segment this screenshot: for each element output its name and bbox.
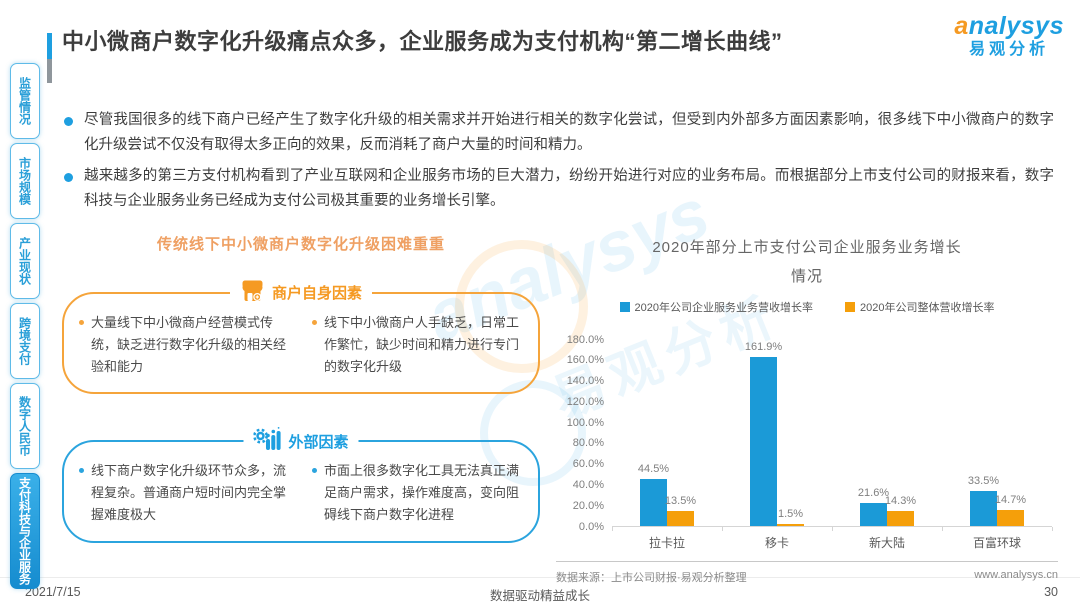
chart-source-divider bbox=[556, 560, 1058, 562]
y-axis-tick: 20.0% bbox=[572, 499, 604, 512]
sidebar-tab-3[interactable]: 产业现状 bbox=[10, 223, 40, 299]
bar-value-label: 33.5% bbox=[967, 474, 1000, 487]
chart-axis-ticks bbox=[612, 526, 1053, 531]
chart-x-labels: 拉卡拉 移卡 新大陆 百富环球 bbox=[612, 534, 1052, 551]
merchant-factor-header: 商户自身因素 bbox=[229, 279, 373, 306]
legend-swatch bbox=[619, 301, 630, 312]
footer-date: 2021/7/15 bbox=[25, 585, 81, 599]
chart-x-axis-line bbox=[612, 525, 1052, 527]
bar: 33.5% bbox=[968, 475, 999, 526]
storefront-icon bbox=[240, 279, 265, 306]
bar: 14.7% bbox=[995, 494, 1026, 526]
summary-bullet: 越来越多的第三方支付机构看到了产业互联网和企业服务市场的巨大潜力，纷纷开始进行对… bbox=[62, 164, 1054, 215]
y-axis-tick: 40.0% bbox=[572, 478, 604, 491]
bar-value-label: 44.5% bbox=[637, 463, 670, 476]
bar-group-新大陆: 21.6% 14.3% bbox=[832, 487, 942, 526]
merchant-factor-label: 商户自身因素 bbox=[271, 285, 363, 302]
y-axis-tick: 80.0% bbox=[572, 437, 604, 450]
gear-bars-icon bbox=[252, 427, 281, 455]
sidebar: 监管情况市场规模产业现状跨境支付数字人民币支付科技与企业服务 bbox=[10, 63, 40, 589]
chart-bars-area: 44.5% 13.5% 161.9% 1.5% 21.6% 14.3% 33.5% 14.7% bbox=[612, 339, 1052, 526]
x-axis-label: 百富环球 bbox=[972, 535, 1021, 550]
external-factor-items: 线下商户数字化升级环节众多，流程复杂。普通商户短时间内完全掌握难度极大 市面上很多… bbox=[78, 460, 524, 526]
external-factor-box: 外部因素 线下商户数字化升级环节众多，流程复杂。普通商户短时间内完全掌握难度极大… bbox=[62, 427, 540, 543]
factor-item: 线下中小微商户人手缺乏，日常工作繁忙，缺少时间和精力进行专门的数字化升级 bbox=[311, 312, 524, 378]
bar: 1.5% bbox=[777, 508, 804, 526]
x-axis-label: 移卡 bbox=[764, 535, 789, 550]
bar-value-label: 1.5% bbox=[777, 507, 804, 520]
factor-item: 市面上很多数字化工具无法真正满足商户需求，操作难度高，变向阻碍线下商户数字化进程 bbox=[311, 460, 524, 526]
chart-panel: 2020年部分上市支付公司企业服务业务增长情况 2020年公司企业服务业务营收增… bbox=[556, 233, 1058, 585]
y-axis-tick: 120.0% bbox=[566, 395, 604, 408]
pain-points-panel: 传统线下中小微商户数字化升级困难重重 商户自身因素 bbox=[62, 233, 540, 543]
logo-chinese-name: 易观分析 bbox=[969, 40, 1050, 58]
chart-legend: 2020年公司企业服务业务营收增长率 2020年公司整体营收增长率 bbox=[556, 299, 1058, 315]
y-axis-tick: 60.0% bbox=[572, 458, 604, 471]
y-axis-tick: 160.0% bbox=[566, 354, 604, 367]
bar: 44.5% bbox=[638, 463, 669, 526]
factor-item: 线下商户数字化升级环节众多，流程复杂。普通商户短时间内完全掌握难度极大 bbox=[78, 460, 291, 526]
bar: 14.3% bbox=[885, 495, 916, 526]
sidebar-tab-4[interactable]: 跨境支付 bbox=[10, 303, 40, 379]
chart-title: 2020年部分上市支付公司企业服务业务增长情况 bbox=[652, 239, 962, 286]
bar-group-拉卡拉: 44.5% 13.5% bbox=[612, 463, 722, 526]
sidebar-tab-1[interactable]: 监管情况 bbox=[10, 63, 40, 139]
y-axis-tick: 100.0% bbox=[566, 416, 604, 429]
merchant-factor-box: 商户自身因素 大量线下中小微商户经营模式传统，缺乏进行数字化升级的相关经验和能力… bbox=[62, 279, 540, 395]
pain-points-title: 传统线下中小微商户数字化升级困难重重 bbox=[156, 236, 445, 253]
bar-value-label: 14.7% bbox=[994, 494, 1027, 507]
factor-item: 大量线下中小微商户经营模式传统，缺乏进行数字化升级的相关经验和能力 bbox=[78, 312, 291, 378]
summary-bullet: 尽管我国很多的线下商户已经产生了数字化升级的相关需求并开始进行相关的数字化尝试，… bbox=[62, 108, 1054, 159]
bar-value-label: 161.9% bbox=[744, 341, 783, 354]
bar-value-label: 13.5% bbox=[664, 495, 697, 508]
merchant-factor-items: 大量线下中小微商户经营模式传统，缺乏进行数字化升级的相关经验和能力 线下中小微商户… bbox=[78, 312, 524, 378]
legend-label: 2020年公司企业服务业务营收增长率 bbox=[634, 301, 813, 314]
title-accent-bar bbox=[47, 33, 52, 83]
footer-slogan: 数据驱动精益成长 bbox=[489, 589, 591, 603]
y-axis-tick: 140.0% bbox=[566, 375, 604, 388]
logo-wordmark: analysys bbox=[954, 12, 1064, 40]
data-source-text: 数据来源：上市公司财报·易观分析整理 bbox=[556, 571, 747, 584]
sidebar-tab-5[interactable]: 数字人民币 bbox=[10, 383, 40, 469]
bar-group-移卡: 161.9% 1.5% bbox=[722, 341, 832, 526]
sidebar-tab-6[interactable]: 支付科技与企业服务 bbox=[10, 473, 40, 589]
bar-value-label: 14.3% bbox=[884, 494, 917, 507]
y-axis-tick: 0.0% bbox=[578, 520, 604, 533]
page-title: 中小微商户数字化升级痛点众多，企业服务成为支付机构“第二增长曲线” bbox=[62, 29, 783, 54]
legend-item-2: 2020年公司整体营收增长率 bbox=[845, 299, 994, 315]
bar: 13.5% bbox=[665, 495, 696, 526]
legend-swatch bbox=[845, 301, 855, 312]
sidebar-tab-2[interactable]: 市场规模 bbox=[10, 143, 40, 219]
bar-chart: 44.5% 13.5% 161.9% 1.5% 21.6% 14.3% 33.5% 14.7%… bbox=[556, 323, 1058, 551]
x-axis-label: 新大陆 bbox=[868, 535, 905, 550]
summary-bullets: 尽管我国很多的线下商户已经产生了数字化升级的相关需求并开始进行相关的数字化尝试，… bbox=[62, 108, 1054, 220]
y-axis-tick: 180.0% bbox=[566, 333, 604, 346]
x-axis-label: 拉卡拉 bbox=[648, 535, 685, 550]
bar: 21.6% bbox=[858, 487, 889, 526]
website-link[interactable]: www.analysys.cn bbox=[974, 568, 1058, 581]
footer: 2021/7/15 数据驱动精益成长 30 bbox=[0, 577, 1080, 608]
external-factor-label: 外部因素 bbox=[288, 433, 349, 451]
legend-item-1: 2020年公司企业服务业务营收增长率 bbox=[619, 299, 813, 315]
external-factor-header: 外部因素 bbox=[243, 427, 359, 456]
analysys-logo: analysys 易观分析 bbox=[954, 12, 1064, 59]
page-number: 30 bbox=[1044, 585, 1058, 599]
bar-value-label: 21.6% bbox=[857, 487, 890, 500]
bar: 161.9% bbox=[745, 341, 782, 526]
chart-source-row: 数据来源：上市公司财报·易观分析整理 www.analysys.cn bbox=[556, 569, 1058, 585]
bar-group-百富环球: 33.5% 14.7% bbox=[942, 475, 1052, 526]
legend-label: 2020年公司整体营收增长率 bbox=[860, 301, 995, 314]
